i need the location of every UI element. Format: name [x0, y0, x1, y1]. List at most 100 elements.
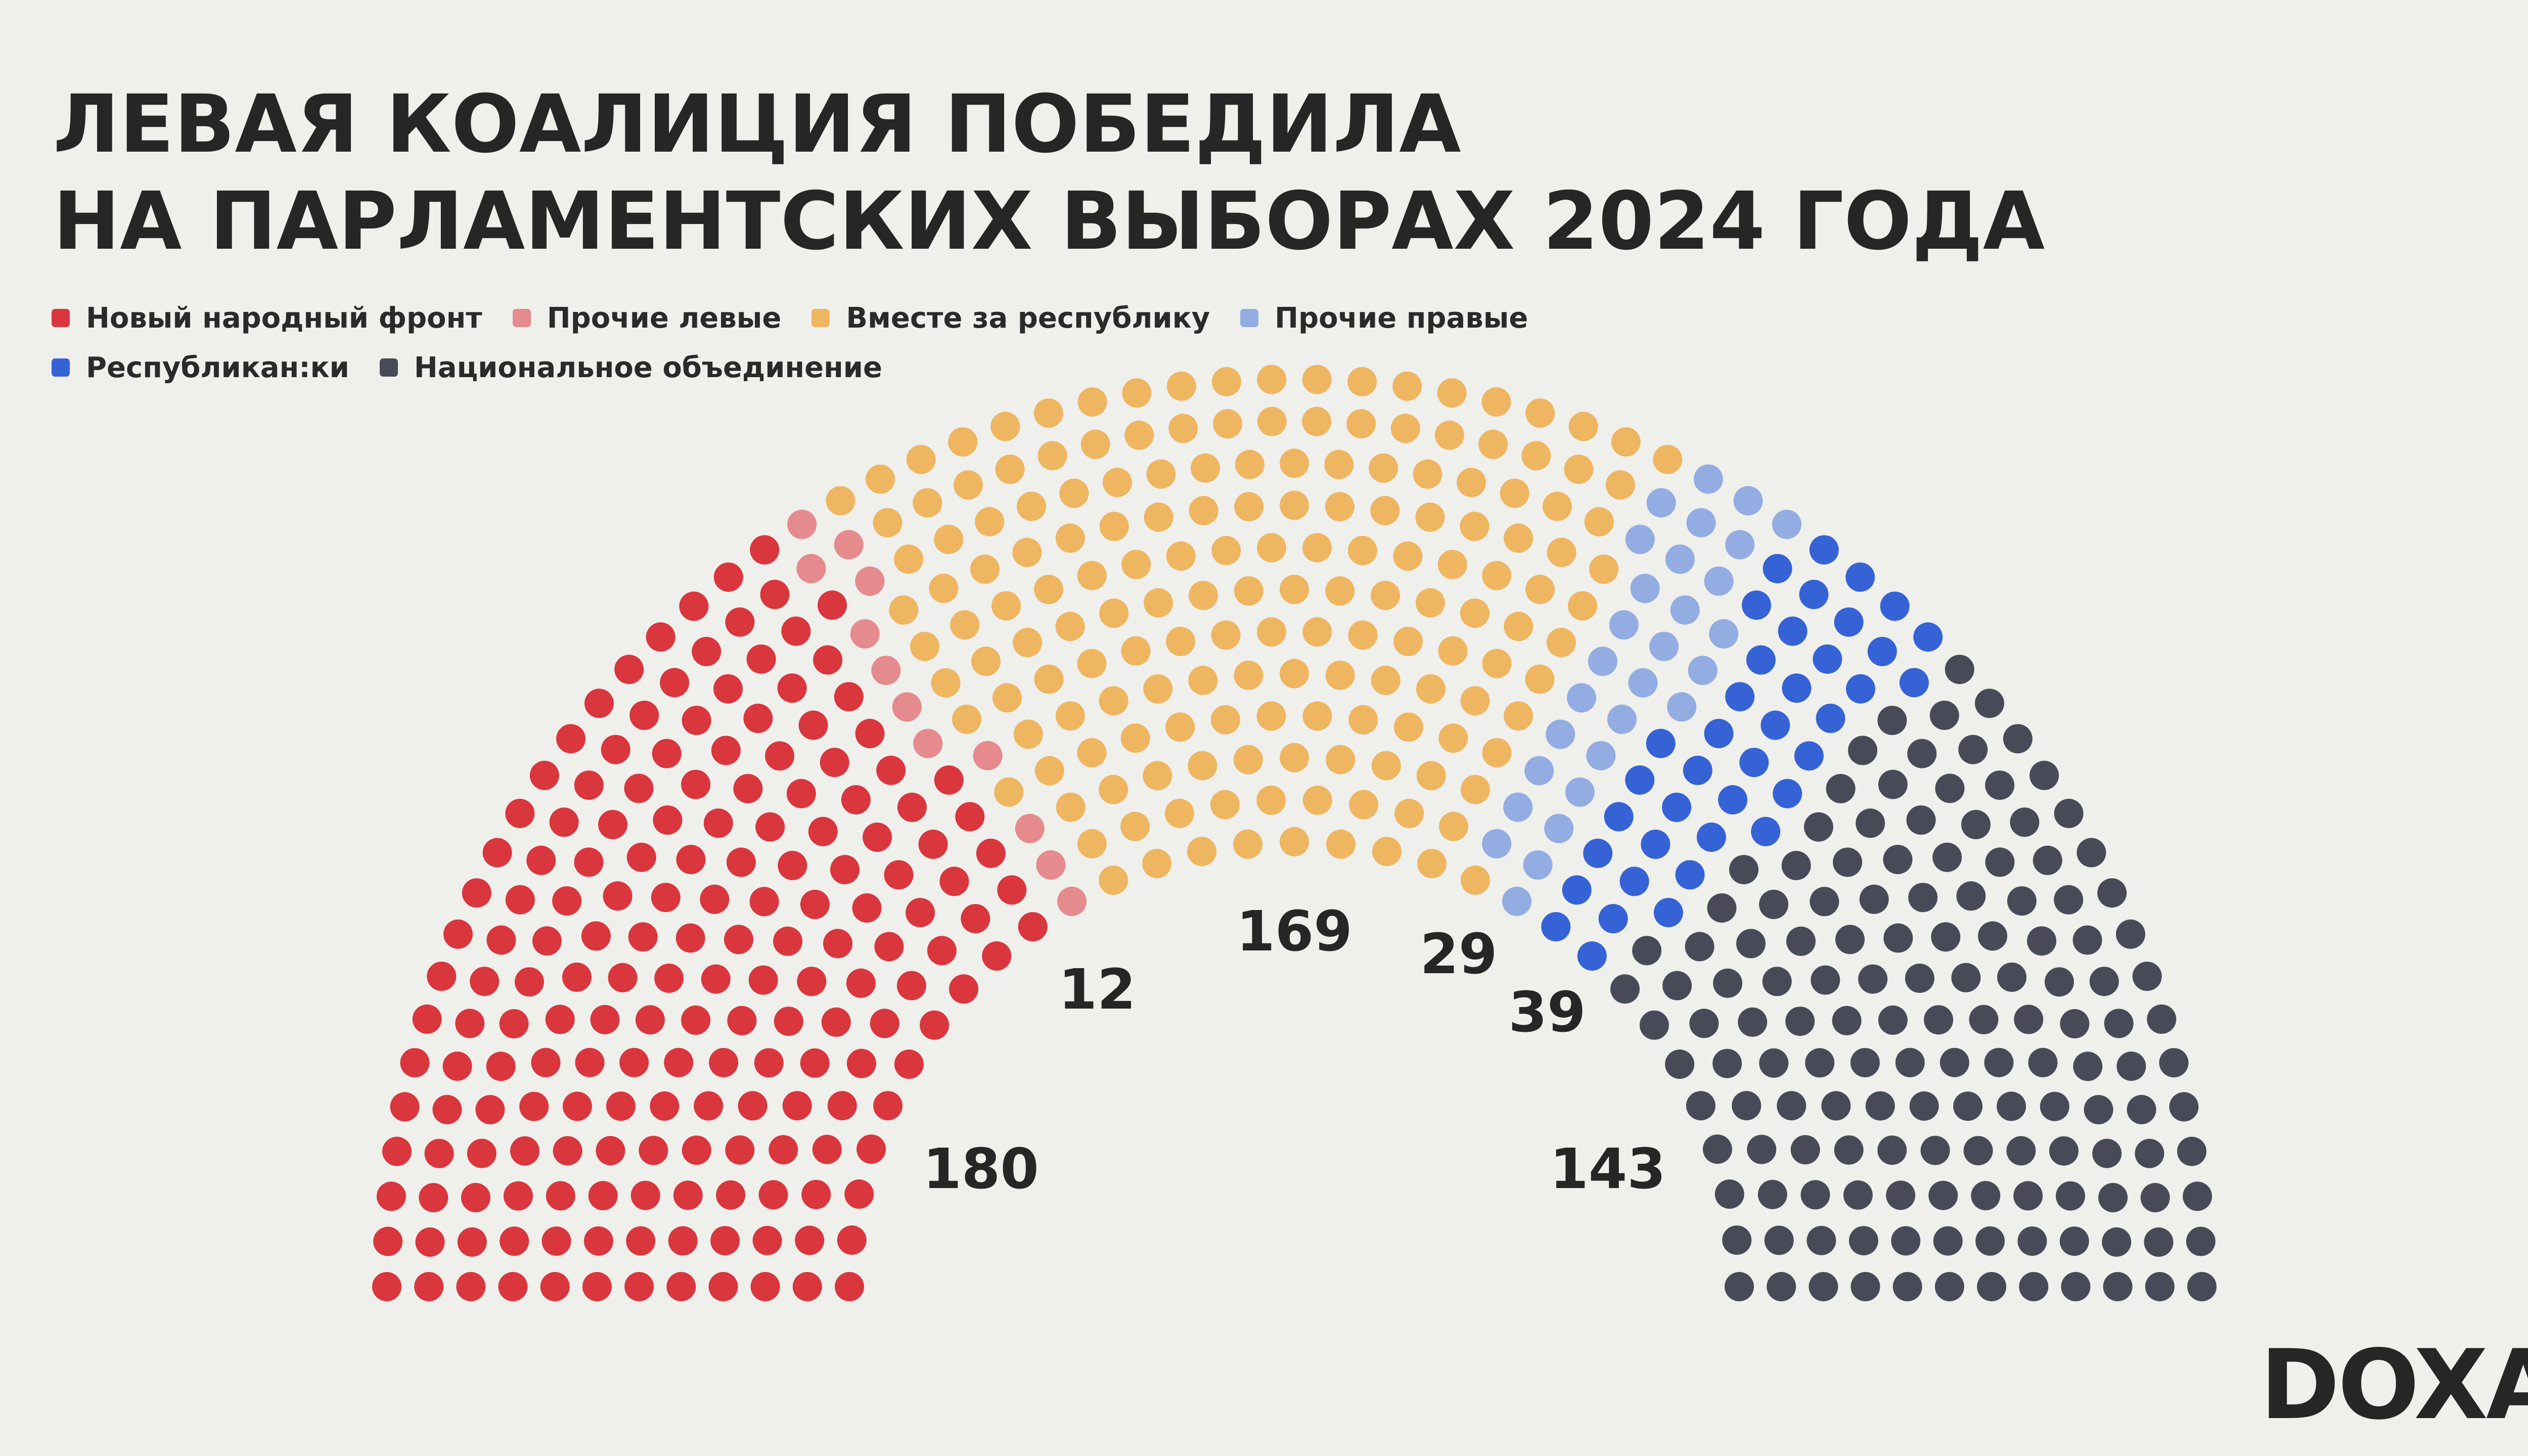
seat-dot-party-2: [1525, 574, 1555, 604]
seat-dot-party-0: [666, 1272, 696, 1301]
seat-dot-party-2: [1099, 686, 1128, 716]
seat-dot-party-2: [1190, 453, 1220, 483]
seat-dot-party-0: [701, 964, 731, 994]
seat-dot-party-2: [1302, 533, 1332, 563]
seat-dot-party-5: [1807, 1225, 1836, 1255]
legend-swatch-other-left: [512, 309, 531, 327]
seat-dot-party-4: [1816, 703, 1845, 733]
seat-dot-party-0: [846, 1049, 876, 1078]
seat-dot-party-0: [820, 748, 849, 778]
seat-dot-party-5: [1905, 964, 1934, 993]
seat-dot-party-0: [546, 1181, 575, 1211]
seat-dot-party-5: [1712, 1049, 1742, 1078]
seat-dot-party-5: [1878, 1005, 1908, 1035]
seat-dot-party-3: [1709, 619, 1739, 649]
seat-dot-party-2: [1325, 492, 1355, 522]
seat-dot-party-5: [1856, 808, 1885, 838]
seat-dot-party-0: [786, 779, 816, 808]
seat-dot-party-2: [1034, 574, 1063, 604]
seat-dot-party-2: [1099, 512, 1129, 541]
seat-dot-party-5: [1928, 1180, 1958, 1210]
seat-dot-party-0: [830, 855, 860, 885]
seat-dot-party-2: [1482, 561, 1512, 590]
seat-dot-party-2: [1460, 512, 1489, 541]
seat-dot-party-2: [1120, 723, 1150, 753]
seat-dot-party-0: [808, 816, 838, 846]
seat-dot-party-5: [2098, 1182, 2128, 1212]
seat-dot-party-0: [800, 1048, 830, 1078]
seat-dot-party-2: [1077, 561, 1107, 590]
seat-dot-party-4: [1718, 785, 1748, 814]
seat-dot-party-5: [1951, 963, 1981, 992]
seat-dot-party-2: [1233, 829, 1262, 859]
seat-dot-party-0: [475, 1095, 505, 1124]
seat-dot-party-0: [432, 1095, 462, 1124]
seat-dot-party-2: [1056, 792, 1086, 822]
seat-dot-party-2: [1393, 541, 1423, 571]
seat-dot-party-5: [1843, 1180, 1873, 1210]
seat-dot-party-3: [1502, 886, 1531, 916]
seat-dot-party-3: [1544, 813, 1574, 843]
seat-dot-party-0: [733, 774, 763, 803]
seat-dot-party-0: [834, 682, 864, 712]
legend-swatch-rn: [379, 358, 398, 377]
seat-dot-party-4: [1646, 729, 1676, 758]
seat-dot-party-5: [2145, 1272, 2175, 1301]
seat-dot-party-0: [486, 1052, 516, 1081]
seat-dot-party-2: [1504, 701, 1533, 731]
seat-dot-party-5: [1920, 1135, 1950, 1165]
seat-dot-party-4: [1880, 592, 1910, 621]
seat-dot-party-4: [1739, 748, 1769, 778]
seat-dot-party-2: [1256, 617, 1286, 647]
seat-dot-party-1: [871, 656, 901, 685]
seat-dot-party-5: [1858, 964, 1888, 994]
count-label-other-left: 12: [1058, 957, 1136, 1022]
seat-dot-party-0: [755, 812, 785, 842]
seat-dot-party-0: [694, 1091, 724, 1121]
seat-dot-party-0: [540, 1272, 570, 1301]
seat-dot-party-2: [954, 470, 983, 500]
seat-dot-party-2: [1325, 660, 1355, 690]
seat-dot-party-5: [1759, 889, 1789, 919]
seat-dot-party-0: [692, 636, 721, 666]
seat-dot-party-0: [596, 1136, 625, 1165]
seat-dot-party-2: [1144, 503, 1173, 532]
seat-dot-party-3: [1704, 566, 1734, 596]
seat-dot-party-3: [1586, 741, 1616, 770]
seat-dot-party-2: [1210, 705, 1240, 735]
seat-dot-party-5: [1877, 1135, 1907, 1165]
seat-dot-party-2: [1504, 523, 1533, 553]
seat-dot-party-0: [727, 1006, 757, 1035]
seat-dot-party-5: [2054, 885, 2084, 915]
seat-dot-party-2: [1124, 420, 1154, 450]
seat-dot-party-2: [1302, 701, 1332, 731]
seat-dot-party-5: [1725, 1272, 1754, 1301]
seat-dot-party-0: [709, 1048, 739, 1077]
seat-dot-party-0: [874, 932, 904, 962]
count-label-rn: 143: [1550, 1136, 1666, 1201]
seat-dot-party-2: [889, 595, 919, 625]
seat-dot-party-2: [1033, 398, 1063, 428]
seat-dot-party-0: [682, 1135, 711, 1165]
seat-dot-party-2: [1416, 761, 1446, 791]
seat-dot-party-0: [682, 706, 711, 735]
seat-dot-party-5: [1722, 1225, 1752, 1255]
seat-dot-party-4: [1641, 830, 1671, 859]
seat-dot-party-0: [976, 838, 1006, 868]
seat-dot-party-4: [1683, 755, 1712, 785]
seat-dot-party-1: [1036, 850, 1066, 880]
seat-dot-party-2: [1189, 580, 1218, 610]
legend-row-1: Новый народный фронт Прочие левые Вместе…: [52, 293, 1558, 343]
seat-dot-party-2: [1077, 829, 1107, 858]
seat-dot-party-0: [754, 1048, 784, 1078]
seat-dot-party-2: [1257, 533, 1286, 563]
seat-dot-party-5: [1895, 1048, 1925, 1077]
seat-dot-party-2: [995, 454, 1025, 484]
seat-dot-party-2: [1120, 811, 1150, 841]
seat-dot-party-2: [1439, 811, 1468, 841]
seat-dot-party-3: [1772, 510, 1801, 539]
seat-dot-party-2: [1234, 492, 1264, 522]
seat-dot-party-0: [765, 741, 795, 771]
seat-dot-party-0: [778, 851, 807, 880]
seat-dot-party-2: [971, 647, 1001, 676]
